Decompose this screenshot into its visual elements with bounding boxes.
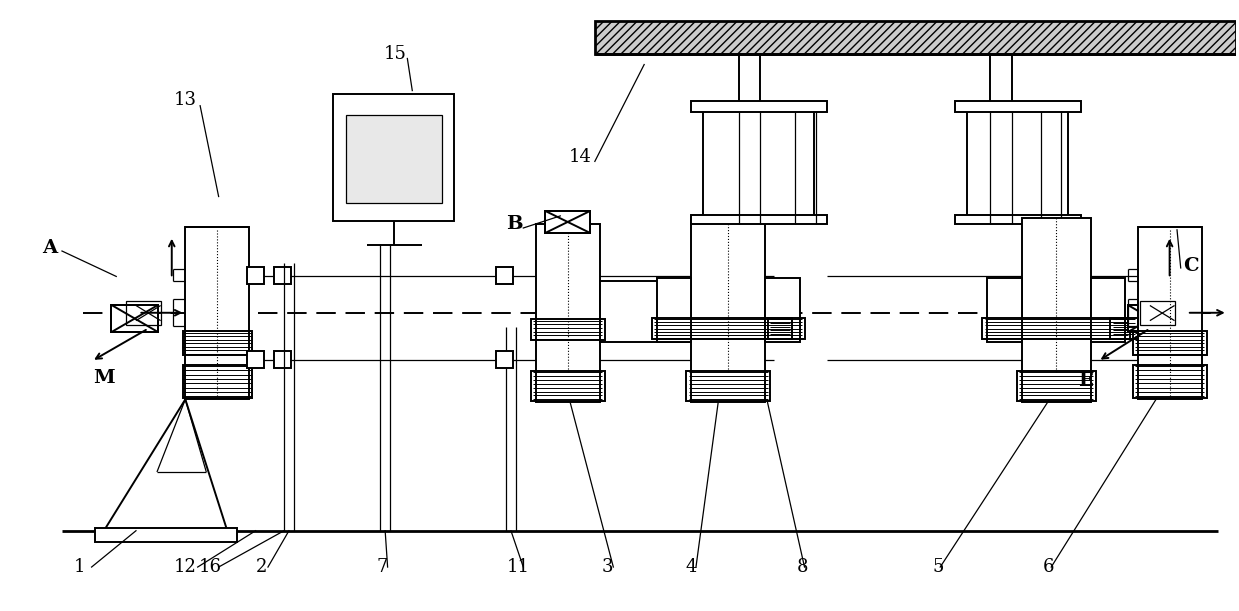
Text: A: A <box>42 239 57 257</box>
Text: 14: 14 <box>569 148 591 166</box>
Bar <box>333 93 455 221</box>
Bar <box>691 101 826 112</box>
Bar <box>247 351 264 368</box>
Bar <box>530 320 605 340</box>
Bar <box>657 278 691 342</box>
Bar <box>1127 305 1175 332</box>
Bar <box>987 278 1022 342</box>
Bar <box>535 224 600 403</box>
Bar <box>1017 371 1095 401</box>
Bar <box>545 211 590 233</box>
Bar <box>1137 227 1202 400</box>
Bar <box>955 214 1080 224</box>
Bar <box>496 268 513 284</box>
Bar <box>183 331 252 355</box>
Text: 5: 5 <box>932 558 943 576</box>
Text: 16: 16 <box>198 558 222 576</box>
Bar <box>545 211 590 233</box>
Text: 2: 2 <box>256 558 268 576</box>
Text: 12: 12 <box>173 558 197 576</box>
Text: C: C <box>1183 257 1198 275</box>
Text: 15: 15 <box>384 45 406 64</box>
Text: 7: 7 <box>377 558 388 576</box>
Bar <box>983 318 1130 338</box>
Bar <box>968 109 1068 218</box>
Bar <box>1127 305 1175 332</box>
Bar <box>600 281 693 342</box>
Text: B: B <box>507 214 523 233</box>
Bar <box>704 109 814 218</box>
Bar <box>1140 301 1175 325</box>
Bar <box>691 214 826 224</box>
Text: 6: 6 <box>1043 558 1054 576</box>
Bar <box>346 115 442 203</box>
Text: M: M <box>93 369 115 387</box>
Bar <box>652 318 804 338</box>
Bar <box>274 268 291 284</box>
Text: 13: 13 <box>173 90 197 109</box>
Bar <box>767 318 792 338</box>
Text: E: E <box>1078 372 1093 390</box>
Bar <box>676 318 699 338</box>
Text: 11: 11 <box>507 558 530 576</box>
Text: 1: 1 <box>73 558 85 576</box>
Bar <box>1022 218 1090 403</box>
Bar <box>186 227 249 400</box>
Bar <box>95 529 237 541</box>
Bar <box>530 371 605 401</box>
Bar <box>1110 318 1137 338</box>
Text: 3: 3 <box>601 558 613 576</box>
Text: 4: 4 <box>685 558 696 576</box>
Bar <box>496 351 513 368</box>
Bar <box>955 101 1080 112</box>
Bar <box>112 305 159 332</box>
Bar <box>112 305 159 332</box>
Bar <box>691 218 764 403</box>
Bar <box>1090 278 1125 342</box>
Bar <box>764 278 799 342</box>
Bar <box>126 301 161 325</box>
Bar <box>183 365 252 398</box>
Bar <box>1132 331 1207 355</box>
Bar <box>595 21 1237 54</box>
Bar <box>686 371 769 401</box>
Bar <box>1132 365 1207 398</box>
Bar <box>247 268 264 284</box>
Bar <box>274 351 291 368</box>
Text: 8: 8 <box>797 558 808 576</box>
